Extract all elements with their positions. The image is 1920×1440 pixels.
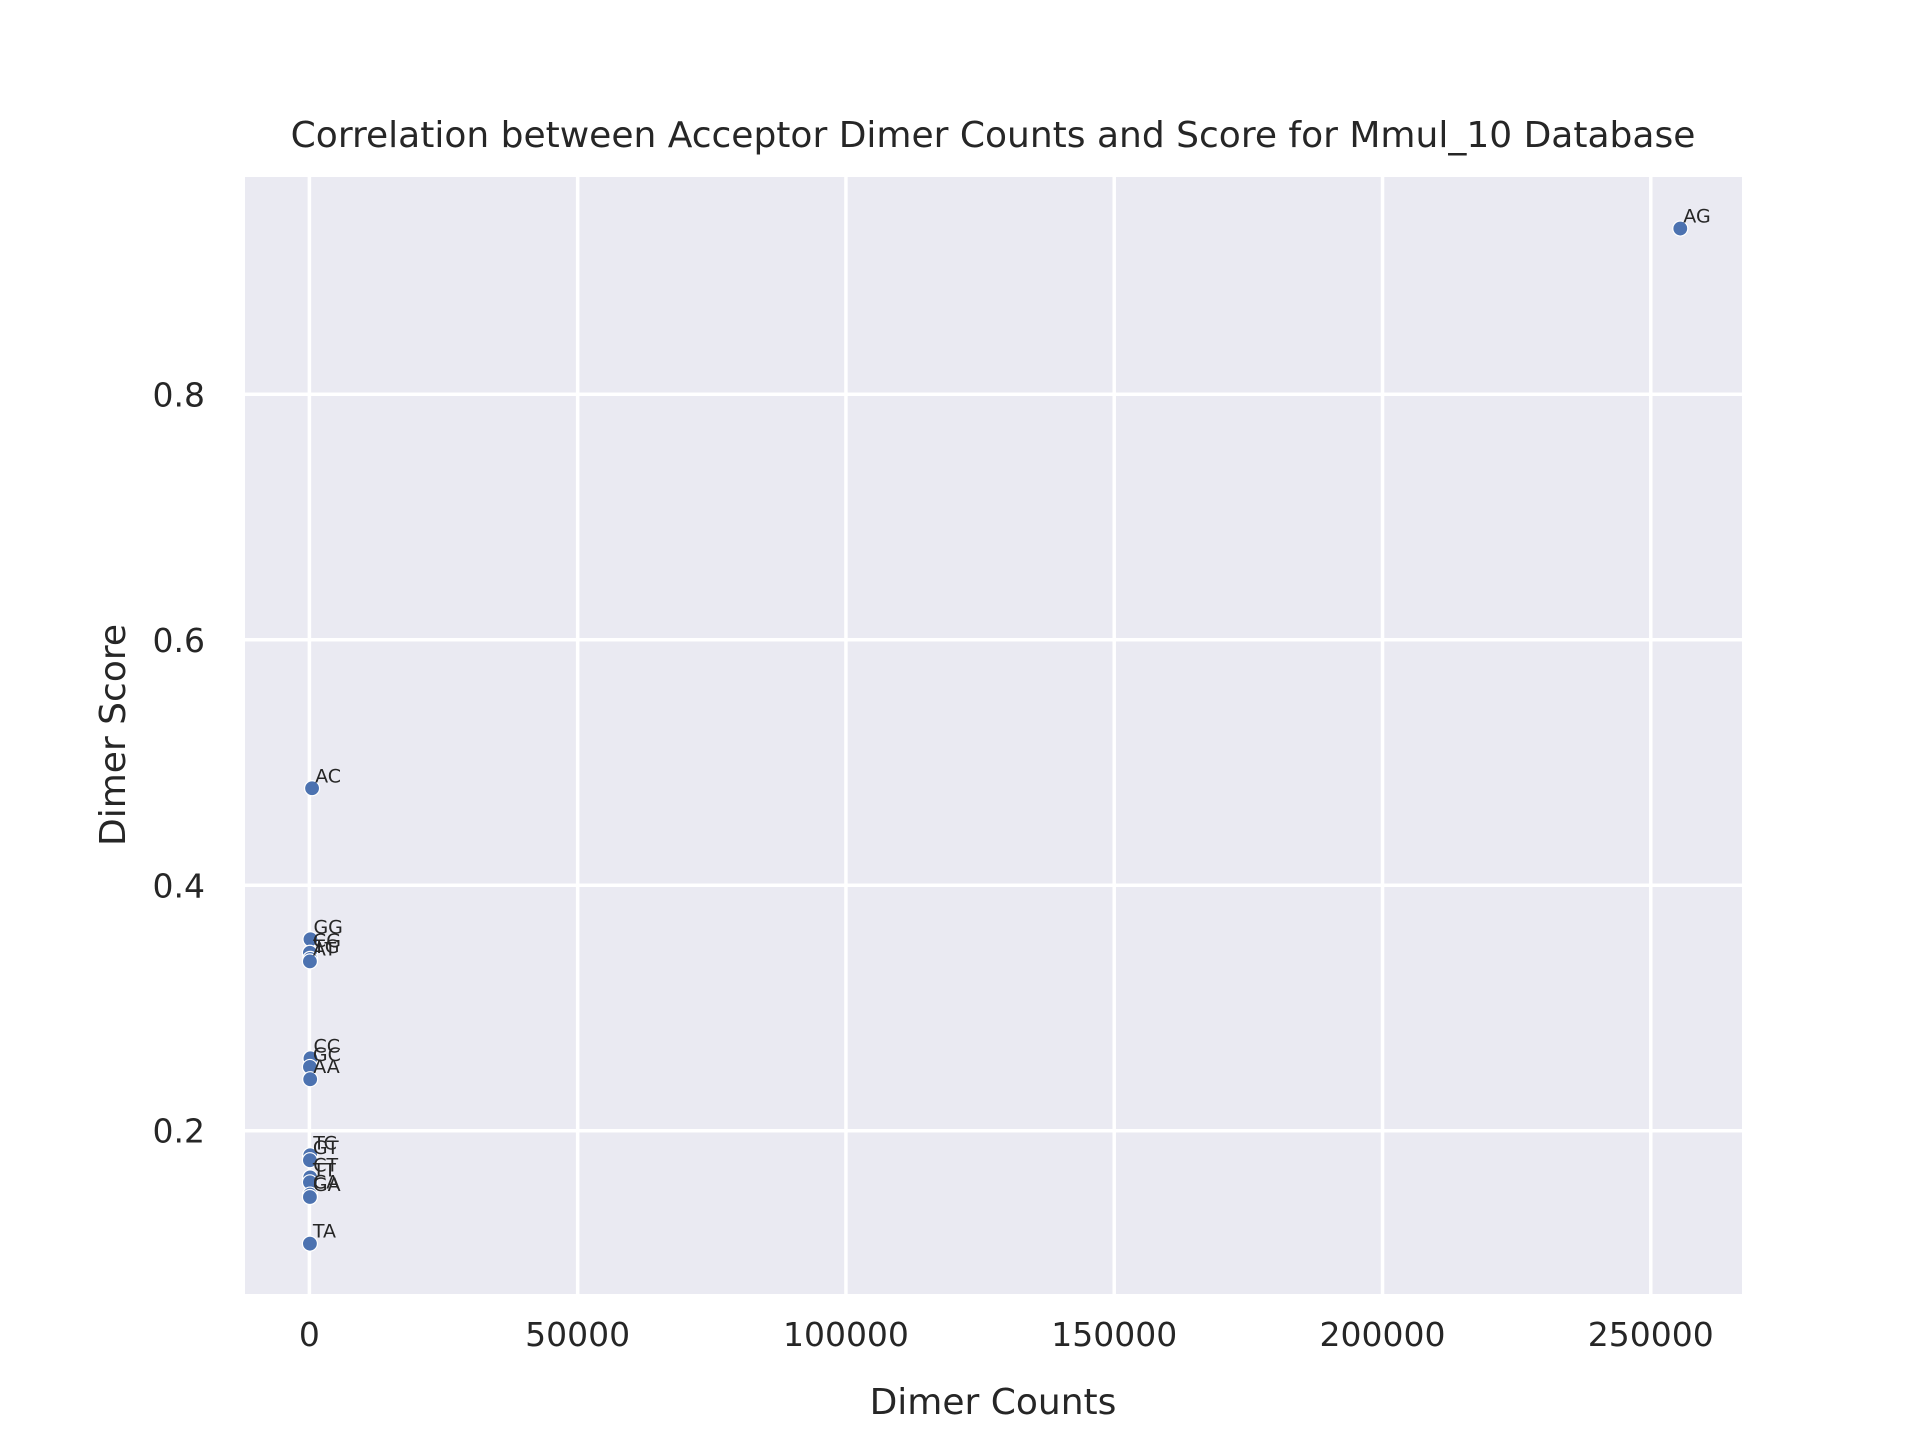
data-point <box>301 1152 319 1169</box>
x-tick-label: 150000 <box>1051 1315 1177 1354</box>
data-point <box>302 1071 319 1088</box>
grid-lines <box>245 177 1742 1294</box>
x-tick-label: 200000 <box>1320 1315 1446 1354</box>
x-axis-label: Dimer Counts <box>870 1382 1117 1423</box>
point-label: GA <box>313 1174 341 1196</box>
data-point <box>301 1235 319 1252</box>
data-points <box>301 220 1689 1252</box>
plot-area <box>245 177 1742 1294</box>
y-tick-label: 0.4 <box>153 866 205 905</box>
x-tick-label: 100000 <box>783 1315 909 1354</box>
data-point <box>1672 220 1689 237</box>
chart-title: Correlation between Acceptor Dimer Count… <box>291 115 1696 156</box>
y-tick-label: 0.2 <box>153 1112 205 1151</box>
point-label: CG <box>313 930 341 952</box>
point-label: CC <box>313 1035 340 1057</box>
point-label: GT <box>313 1137 339 1159</box>
point-label: GC <box>313 1044 341 1066</box>
point-label: CA <box>313 1172 339 1194</box>
point-label: TT <box>312 1159 336 1181</box>
data-point <box>301 1188 319 1206</box>
point-label: TA <box>312 1221 336 1243</box>
x-tick-labels: 0 50000 100000 150000 200000 250000 <box>299 1315 1714 1354</box>
y-tick-label: 0.6 <box>153 621 205 660</box>
x-tick-label: 0 <box>299 1315 320 1354</box>
y-axis-label: Dimer Score <box>93 624 134 846</box>
point-label: AA <box>313 1056 340 1078</box>
point-label: AC <box>315 765 341 787</box>
point-label: GG <box>313 916 342 938</box>
point-label: AG <box>1683 206 1710 228</box>
data-point <box>301 953 319 970</box>
y-tick-label: 0.8 <box>153 375 205 414</box>
x-tick-label: 50000 <box>525 1315 630 1354</box>
point-label: AT <box>313 938 337 960</box>
point-label: TG <box>312 936 339 958</box>
point-label: CT <box>313 1154 338 1176</box>
data-point <box>303 780 321 797</box>
y-tick-labels: 0.2 0.4 0.6 0.8 <box>153 375 205 1150</box>
x-tick-label: 250000 <box>1588 1315 1714 1354</box>
point-label: TC <box>312 1132 337 1154</box>
